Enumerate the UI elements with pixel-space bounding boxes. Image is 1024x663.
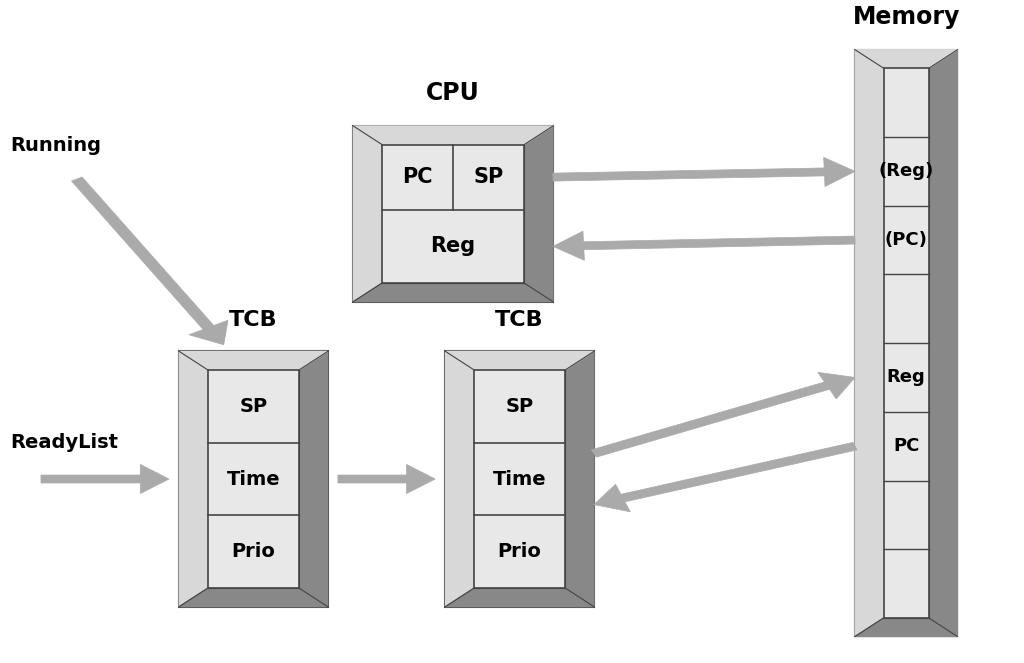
Text: Prio: Prio [498,542,542,561]
Text: Time: Time [493,469,547,489]
Polygon shape [41,464,169,493]
Polygon shape [445,351,474,607]
Text: SP: SP [506,397,534,416]
Polygon shape [299,351,328,607]
Polygon shape [353,283,553,302]
Polygon shape [855,50,884,636]
Polygon shape [445,351,594,370]
Text: Reg: Reg [430,237,476,257]
Polygon shape [179,351,208,607]
Text: ReadyList: ReadyList [10,433,118,452]
Text: TCB: TCB [496,310,544,330]
Text: TCB: TCB [229,310,278,330]
Polygon shape [594,442,857,512]
Text: PC: PC [893,437,920,455]
Bar [445,351,594,607]
Text: SP: SP [473,167,504,187]
Bar [855,50,957,636]
Polygon shape [565,351,594,607]
Text: CPU: CPU [426,81,480,105]
Polygon shape [855,618,957,636]
Text: Running: Running [10,137,101,155]
Polygon shape [338,464,435,493]
Bar [474,370,565,588]
Text: (PC): (PC) [885,231,928,249]
Text: Memory: Memory [853,5,959,29]
Text: Time: Time [226,469,281,489]
Text: PC: PC [402,167,433,187]
Bar [208,370,299,588]
Text: Reg: Reg [887,369,926,387]
Polygon shape [553,157,855,186]
Polygon shape [72,177,228,345]
Text: (Reg): (Reg) [879,162,934,180]
Text: Prio: Prio [231,542,275,561]
Text: SP: SP [240,397,267,416]
Polygon shape [353,126,382,302]
Polygon shape [524,126,553,302]
Polygon shape [445,588,594,607]
Polygon shape [553,231,855,261]
Polygon shape [929,50,957,636]
Polygon shape [353,126,553,145]
Bar [353,126,553,302]
Bar [179,351,328,607]
Polygon shape [855,50,957,68]
Polygon shape [592,373,855,457]
Polygon shape [179,588,328,607]
Polygon shape [179,351,328,370]
Bar [884,68,929,618]
Bar [382,145,524,283]
